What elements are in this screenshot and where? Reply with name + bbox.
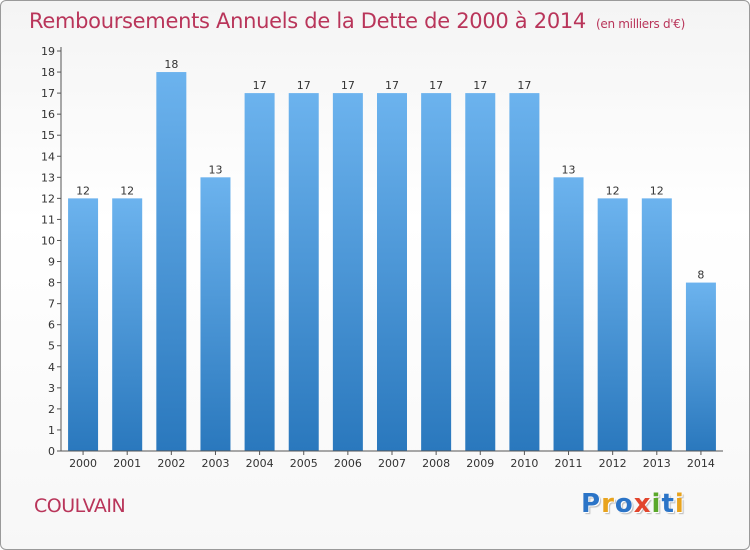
x-tick-label: 2005 <box>290 457 318 470</box>
x-tick-label: 2004 <box>246 457 274 470</box>
bar <box>288 93 319 452</box>
bar <box>156 72 187 451</box>
y-tick-label: 6 <box>48 319 55 332</box>
y-tick-label: 3 <box>48 382 55 395</box>
chart-title: Remboursements Annuels de la Dette de 20… <box>29 9 685 33</box>
bar <box>597 198 628 451</box>
bar-value-label: 8 <box>697 269 704 282</box>
y-tick-label: 11 <box>41 213 55 226</box>
x-tick-label: 2007 <box>378 457 406 470</box>
commune-name: COULVAIN <box>34 495 126 517</box>
bar <box>465 93 496 452</box>
bar-value-label: 18 <box>164 58 178 71</box>
x-tick-label: 2001 <box>113 457 141 470</box>
logo-letter: x <box>633 489 652 519</box>
bar <box>641 198 672 451</box>
proxiti-logo: Proxiti <box>581 489 685 519</box>
y-tick-label: 19 <box>41 45 55 58</box>
y-tick-label: 16 <box>41 108 55 121</box>
bars: 12 12 18 13 17 17 17 17 17 17 17 13 12 12 8 <box>68 58 716 452</box>
bar-value-label: 17 <box>297 79 311 92</box>
logo-letter: o <box>614 489 634 519</box>
bar-value-label: 12 <box>606 184 620 197</box>
bar <box>200 177 231 451</box>
logo-letter: i <box>651 489 662 519</box>
x-tick-label: 2000 <box>69 457 97 470</box>
bar-value-label: 17 <box>517 79 531 92</box>
bar <box>509 93 540 452</box>
bar <box>112 198 143 451</box>
bar <box>421 93 452 452</box>
x-tick-label: 2010 <box>510 457 538 470</box>
x-tick-label: 2002 <box>157 457 185 470</box>
y-tick-label: 12 <box>41 192 55 205</box>
y-tick-label: 5 <box>48 340 55 353</box>
y-tick-label: 0 <box>48 445 55 458</box>
y-tick-label: 1 <box>48 424 55 437</box>
x-tick-label: 2006 <box>334 457 362 470</box>
chart-title-text: Remboursements Annuels de la Dette de 20… <box>29 9 586 33</box>
y-tick-label: 15 <box>41 129 55 142</box>
x-tick-label: 2013 <box>643 457 671 470</box>
x-tick-label: 2003 <box>201 457 229 470</box>
bar-value-label: 12 <box>120 184 134 197</box>
y-tick-label: 7 <box>48 298 55 311</box>
logo-letter: t <box>661 489 675 519</box>
bar <box>553 177 584 451</box>
y-tick-label: 4 <box>48 361 55 374</box>
x-tick-label: 2011 <box>555 457 583 470</box>
x-tick-label: 2014 <box>687 457 715 470</box>
logo-letter: P <box>581 489 602 519</box>
y-tick-label: 13 <box>41 171 55 184</box>
x-tick-label: 2008 <box>422 457 450 470</box>
y-tick-label: 10 <box>41 234 55 247</box>
bar-value-label: 13 <box>208 163 222 176</box>
chart-subtitle: (en milliers d'€) <box>596 17 686 31</box>
y-tick-label: 8 <box>48 277 55 290</box>
bar-value-label: 12 <box>650 184 664 197</box>
bar-value-label: 12 <box>76 184 90 197</box>
bar-value-label: 17 <box>385 79 399 92</box>
x-axis: 2000 2001 2002 2003 2004 2005 2006 2007 2008 2009… <box>61 450 723 470</box>
y-tick-label: 17 <box>41 87 55 100</box>
bar-value-label: 17 <box>341 79 355 92</box>
bar-value-label: 17 <box>429 79 443 92</box>
bar <box>377 93 407 452</box>
bar <box>68 198 99 451</box>
y-tick-label: 9 <box>48 256 55 269</box>
y-tick-label: 14 <box>41 150 55 163</box>
bar-value-label: 17 <box>473 79 487 92</box>
x-tick-label: 2009 <box>466 457 494 470</box>
x-tick-label: 2012 <box>599 457 627 470</box>
y-tick-label: 18 <box>41 66 55 79</box>
bar-value-label: 13 <box>562 163 576 176</box>
logo-letter: i <box>674 489 685 519</box>
bar <box>332 93 363 452</box>
bar-value-label: 17 <box>253 79 267 92</box>
logo-letter: r <box>601 489 615 519</box>
bar <box>244 93 275 452</box>
bar <box>685 282 716 451</box>
y-tick-label: 2 <box>48 403 55 416</box>
